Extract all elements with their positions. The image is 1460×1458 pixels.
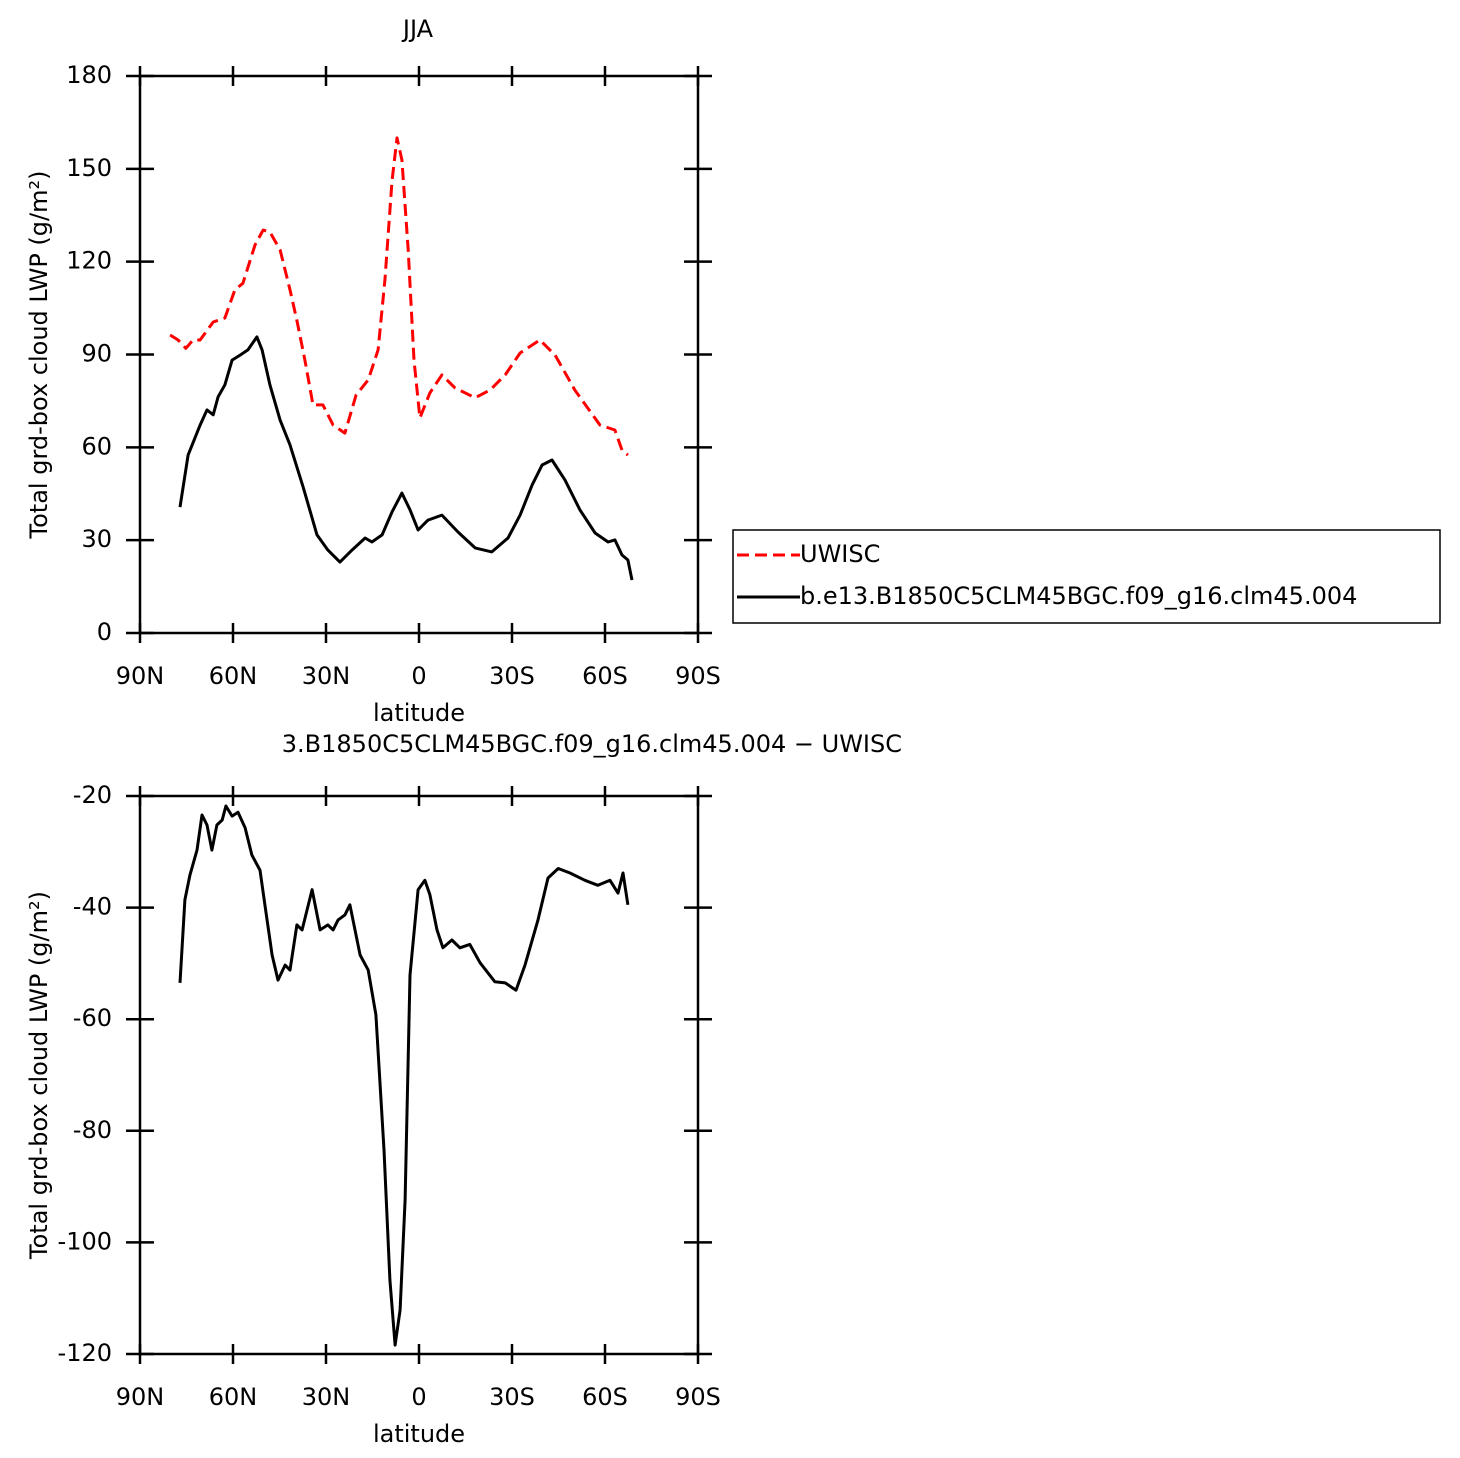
x-tick-label: 0: [411, 662, 426, 690]
y-tick-label: -40: [73, 893, 112, 921]
chart-title: 3.B1850C5CLM45BGC.f09_g16.clm45.004 − UW…: [282, 730, 902, 758]
y-tick-label: -20: [73, 781, 112, 809]
x-tick-label: 30S: [489, 662, 535, 690]
data-line: [178, 804, 630, 1347]
legend-label: b.e13.B1850C5CLM45BGC.f09_g16.clm45.004: [800, 582, 1357, 610]
x-tick-label: 60S: [582, 1383, 628, 1411]
y-tick-label: -60: [73, 1004, 112, 1032]
y-tick-label: 150: [66, 154, 112, 182]
y-tick-label: -100: [58, 1227, 112, 1255]
chart-title: JJA: [401, 15, 434, 43]
y-tick-label: 120: [66, 247, 112, 275]
y-tick-label: 180: [66, 61, 112, 89]
y-axis-label: Total grd-box cloud LWP (g/m²): [25, 891, 53, 1260]
legend-box: [732, 529, 1441, 624]
x-axis-label: latitude: [373, 1420, 465, 1448]
x-tick-label: 60S: [582, 662, 628, 690]
x-tick-label: 30N: [302, 662, 351, 690]
y-tick-label: 90: [81, 340, 112, 368]
x-tick-label: 90N: [116, 1383, 165, 1411]
y-tick-label: 0: [97, 618, 112, 646]
y-tick-label: -120: [58, 1339, 112, 1367]
y-tick-label: -80: [73, 1116, 112, 1144]
x-tick-label: 30N: [302, 1383, 351, 1411]
x-tick-label: 30S: [489, 1383, 535, 1411]
y-tick-label: 60: [81, 432, 112, 460]
y-axis-label: Total grd-box cloud LWP (g/m²): [25, 171, 53, 540]
x-tick-label: 90S: [675, 1383, 721, 1411]
x-axis-label: latitude: [373, 699, 465, 727]
plot-frame: [138, 794, 700, 1356]
data-line: [178, 335, 634, 581]
x-tick-label: 0: [411, 1383, 426, 1411]
data-line: [169, 136, 629, 457]
legend-label: UWISC: [800, 540, 880, 568]
x-tick-label: 90S: [675, 662, 721, 690]
y-tick-label: 30: [81, 525, 112, 553]
x-tick-label: 90N: [116, 662, 165, 690]
plot-frame: [138, 74, 700, 635]
x-tick-label: 60N: [209, 1383, 258, 1411]
x-tick-label: 60N: [209, 662, 258, 690]
